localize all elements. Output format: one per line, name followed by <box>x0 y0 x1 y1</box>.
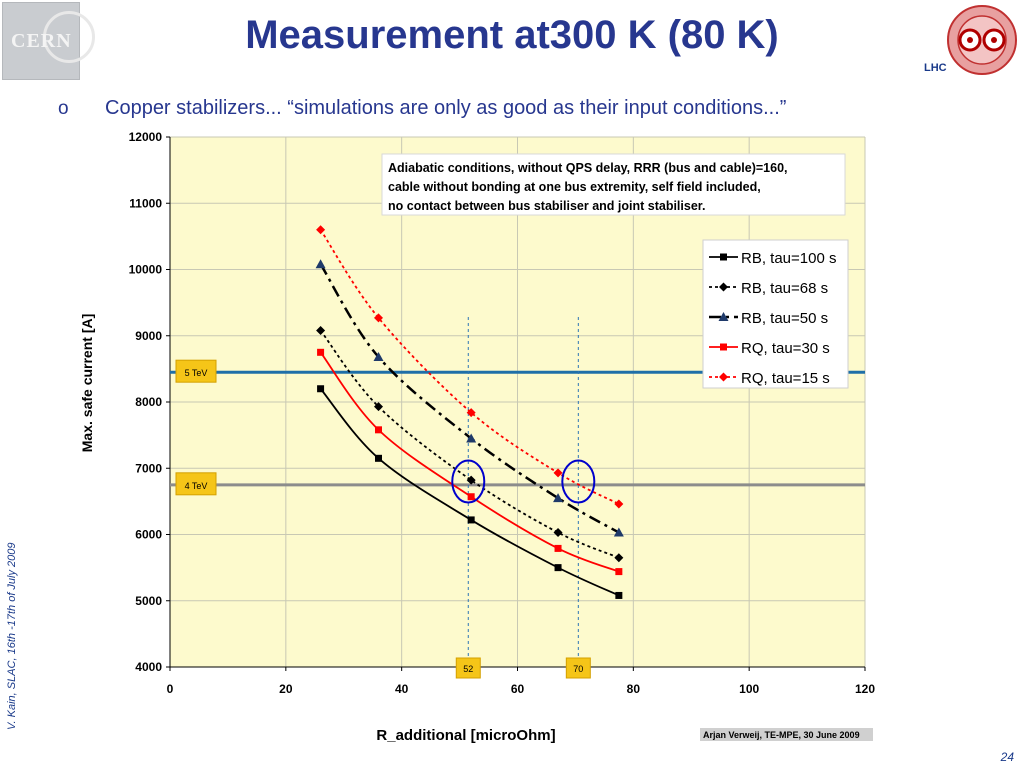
data-point <box>375 426 382 434</box>
highlight-circle <box>561 459 596 504</box>
y-tick-label: 5000 <box>135 594 162 608</box>
data-point <box>316 225 326 235</box>
annotation-line: cable without bonding at one bus extremi… <box>388 180 761 194</box>
y-tick-label: 12000 <box>129 130 163 144</box>
series-line-3 <box>319 263 620 534</box>
x-tick-label: 120 <box>855 682 875 696</box>
data-point <box>316 325 326 335</box>
marker-tag-box <box>455 657 481 679</box>
data-point <box>373 351 384 361</box>
data-point <box>720 343 727 351</box>
data-point <box>554 544 562 552</box>
y-axis-title: Max. safe current [A] <box>79 314 95 452</box>
data-point <box>615 568 623 576</box>
annotation-box-bg <box>381 153 846 216</box>
reference-tag-label: 4 TeV <box>185 481 208 491</box>
y-tick-label: 4000 <box>135 660 162 674</box>
legend-label: RB, tau=50 s <box>741 310 828 327</box>
reference-tag-label: 5 TeV <box>185 368 208 378</box>
y-tick-label: 11000 <box>129 196 162 210</box>
data-point <box>719 282 728 292</box>
x-tick-label: 20 <box>279 682 293 696</box>
data-point <box>719 372 728 382</box>
page-number: 24 <box>1000 750 1014 764</box>
slide-title: Measurement at300 K (80 K) <box>245 13 779 57</box>
annotation-line: Adiabatic conditions, without QPS delay,… <box>388 161 788 175</box>
x-tick-label: 0 <box>167 682 174 696</box>
x-tick-label: 80 <box>627 682 641 696</box>
series-line-5 <box>319 229 620 505</box>
x-tick-label: 60 <box>511 682 525 696</box>
data-point <box>718 312 729 321</box>
cern-logo-ring <box>43 11 95 63</box>
x-tick-label: 100 <box>739 682 759 696</box>
y-tick-label: 8000 <box>135 395 162 409</box>
annotation-text: Adiabatic conditions, without QPS delay,… <box>388 161 788 213</box>
data-point <box>317 348 325 356</box>
lhc-logo <box>947 5 1017 75</box>
data-point <box>466 433 477 443</box>
data-point <box>553 493 564 503</box>
data-point <box>720 253 727 261</box>
data-point <box>374 402 383 412</box>
marker-tag-label: 70 <box>573 664 583 674</box>
annotation-line: no contact between bus stabiliser and jo… <box>388 199 705 213</box>
data-point <box>614 499 624 509</box>
data-point <box>466 475 476 485</box>
legend-label: RQ, tau=15 s <box>741 370 830 387</box>
lhc-logo-text: LHC <box>924 62 947 74</box>
data-point <box>554 564 562 572</box>
x-axis-title: R_additional [microOhm] <box>376 727 555 744</box>
legend-label: RB, tau=100 s <box>741 250 836 267</box>
data-point <box>315 259 326 269</box>
y-tick-label: 10000 <box>129 263 163 277</box>
data-point <box>466 408 476 418</box>
marker-tag-box <box>565 657 591 679</box>
series-line-2 <box>319 329 620 559</box>
y-tick-label: 6000 <box>135 528 162 542</box>
x-tick-label: 40 <box>395 682 409 696</box>
legend: RB, tau=100 s RB, tau=68 s RB, tau=50 s RQ,… <box>702 239 849 389</box>
reference-tag-box <box>175 472 217 496</box>
source-note: Arjan Verweij, TE-MPE, 30 June 2009 <box>703 730 860 740</box>
cern-logo: CERN <box>2 2 95 80</box>
data-point <box>615 591 623 599</box>
annotation-box: Adiabatic conditions, without QPS delay,… <box>381 153 846 216</box>
bullet-marker: o <box>58 98 69 119</box>
data-point <box>467 493 475 501</box>
data-point <box>467 516 475 524</box>
legend-label: RB, tau=68 s <box>741 280 828 297</box>
data-point <box>614 553 624 563</box>
highlight-circle <box>451 459 486 504</box>
bullet-text: Copper stabilizers... “simulations are o… <box>105 97 787 119</box>
data-point <box>553 528 563 538</box>
data-point <box>375 454 382 462</box>
legend-box <box>702 239 849 389</box>
reference-tag-box <box>175 359 217 383</box>
legend-label: RQ, tau=30 s <box>741 340 830 357</box>
source-note-bg <box>700 728 873 741</box>
cern-logo-text: CERN <box>11 30 72 52</box>
y-tick-label: 9000 <box>135 329 162 343</box>
y-tick-label: 7000 <box>135 461 162 475</box>
data-point <box>613 527 624 537</box>
data-point <box>553 468 563 478</box>
data-point <box>317 385 325 393</box>
marker-tag-label: 52 <box>463 664 473 674</box>
data-point <box>374 313 383 323</box>
